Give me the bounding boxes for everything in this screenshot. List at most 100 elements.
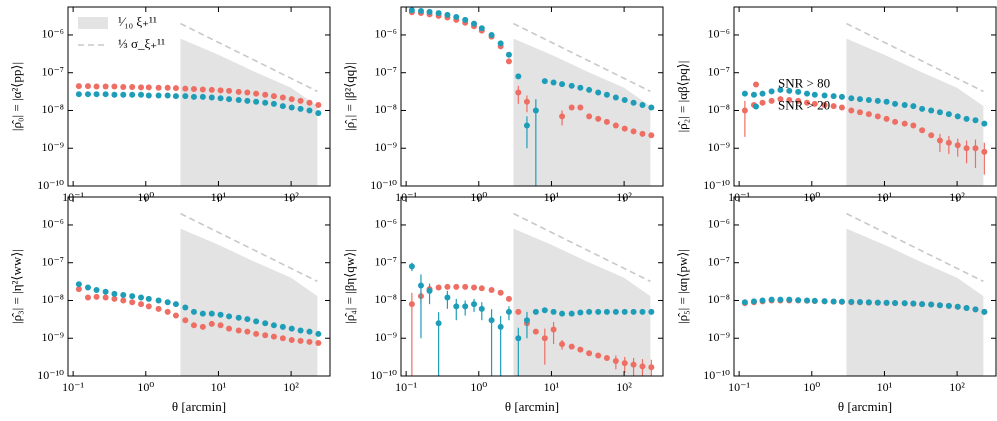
shaded-area (180, 38, 318, 186)
data-point (928, 107, 935, 114)
data-point (226, 87, 233, 94)
data-point (505, 51, 512, 58)
data-point (279, 323, 286, 330)
plot-area (408, 7, 655, 186)
data-point (102, 83, 109, 90)
data-point (279, 103, 286, 110)
data-point (111, 290, 118, 297)
x-tick-label: 10⁰ (470, 380, 487, 394)
data-point (811, 297, 818, 304)
data-point (901, 101, 908, 108)
data-point (786, 296, 793, 303)
data-point (226, 325, 233, 332)
data-point (306, 99, 313, 106)
data-point (84, 284, 91, 291)
dashed-line (180, 212, 318, 283)
data-point (603, 118, 610, 125)
y-tick-label: 10⁻⁷ (707, 64, 730, 78)
data-point (488, 317, 495, 324)
data-point (821, 101, 828, 108)
data-point (577, 104, 584, 111)
data-point (741, 90, 748, 97)
data-point (795, 97, 802, 104)
data-point (648, 308, 655, 315)
data-point (568, 343, 575, 350)
data-point (586, 350, 593, 357)
y-tick-label: 10⁻¹⁰ (37, 178, 64, 192)
data-point (199, 323, 206, 330)
data-point (874, 113, 881, 120)
data-point (84, 91, 91, 98)
data-point (488, 31, 495, 38)
y-tick-label: 10⁻⁸ (374, 292, 397, 306)
data-point (471, 284, 478, 291)
data-point (621, 125, 628, 132)
data-point (102, 91, 109, 98)
data-point (612, 122, 619, 129)
data-point (750, 91, 757, 98)
data-point (408, 301, 415, 308)
data-point (172, 301, 179, 308)
x-tick-label: 10¹ (877, 380, 893, 394)
data-point (515, 335, 522, 342)
data-point (865, 111, 872, 118)
data-point (568, 310, 575, 317)
data-point (120, 297, 127, 304)
data-point (497, 289, 504, 296)
data-point (786, 87, 793, 94)
data-point (478, 305, 485, 312)
data-point (190, 93, 197, 100)
y-tick-label: 10⁻⁹ (374, 140, 397, 154)
data-point (297, 97, 304, 104)
data-point (919, 127, 926, 134)
data-point (75, 91, 82, 98)
x-tick-label: 10⁻¹ (728, 380, 750, 394)
data-point (901, 120, 908, 127)
data-point (919, 105, 926, 112)
data-point (639, 363, 646, 370)
data-point (279, 335, 286, 342)
data-point (910, 122, 917, 129)
legend-swatch (753, 81, 759, 88)
legend-label: ⅓ σ_ξ₊¹¹ (118, 36, 165, 51)
y-tick-label: 10⁻⁹ (374, 330, 397, 344)
data-point (777, 96, 784, 103)
data-point (838, 104, 845, 111)
data-point (595, 115, 602, 122)
data-point (155, 297, 162, 304)
data-point (586, 113, 593, 120)
data-point (244, 316, 251, 323)
data-point (155, 84, 162, 91)
data-point (478, 25, 485, 32)
y-tick-label: 10⁻¹⁰ (703, 368, 730, 382)
data-point (182, 93, 189, 100)
data-point (120, 91, 127, 98)
panel: 10⁻¹ 10⁰ 10¹ 10² 10⁻¹⁰ 10⁻⁹ 10⁻⁸ 10⁻⁷ 10⁻⁶ |ρ̂₃| … (9, 196, 331, 414)
data-point (138, 301, 145, 308)
data-point (639, 130, 646, 137)
data-point (253, 318, 260, 325)
data-point (972, 117, 979, 124)
plot-area (75, 212, 322, 376)
data-point (741, 299, 748, 306)
y-tick-label: 10⁻⁹ (41, 140, 64, 154)
data-point (75, 286, 82, 293)
data-point (630, 361, 637, 368)
data-point (630, 99, 637, 106)
data-point (541, 335, 548, 342)
data-point (208, 310, 215, 317)
data-point (288, 325, 295, 332)
data-point (315, 339, 322, 346)
y-tick-label: 10⁻⁸ (41, 292, 64, 306)
data-point (559, 310, 566, 317)
legend: SNR > 80 SNR > 20 (753, 75, 830, 112)
data-point (217, 95, 224, 102)
data-point (244, 89, 251, 96)
x-tick-label: 10² (283, 380, 299, 394)
data-point (515, 89, 522, 96)
y-tick-label: 10⁻¹⁰ (37, 368, 64, 382)
data-point (279, 94, 286, 101)
data-point (155, 92, 162, 99)
data-point (208, 320, 215, 327)
data-point (559, 341, 566, 348)
